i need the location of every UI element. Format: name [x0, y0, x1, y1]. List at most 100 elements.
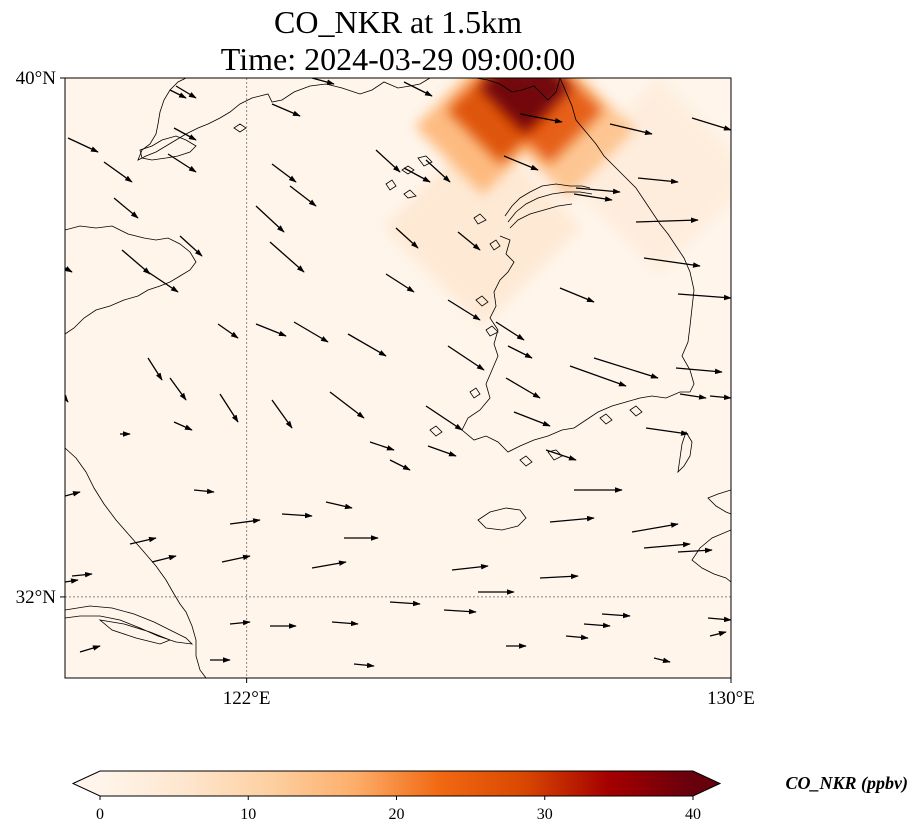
wind-vector — [271, 399, 293, 429]
wind-vector — [221, 554, 251, 563]
wind-vector — [457, 231, 481, 251]
wind-vector — [331, 620, 359, 627]
wind-vector — [425, 159, 451, 183]
wind-vector — [709, 631, 727, 637]
wind-vector — [519, 113, 563, 124]
wind-vector — [255, 323, 287, 337]
colorbar: 0 10 20 30 40 CO_NKR (ppbv) — [71, 770, 909, 823]
concentration-field — [383, 78, 731, 327]
wind-vector — [675, 367, 723, 375]
wind-vector — [169, 377, 187, 401]
wind-vector — [451, 564, 489, 571]
wind-vector — [173, 421, 193, 431]
wind-vector — [549, 515, 595, 523]
wind-vector — [677, 293, 731, 301]
wind-vector — [403, 81, 433, 97]
wind-vector — [129, 536, 157, 545]
wind-vector — [147, 271, 179, 293]
title-line1: CO_NKR at 1.5km — [274, 4, 522, 40]
wind-vector — [691, 117, 731, 131]
wind-vector — [447, 299, 481, 321]
wind-vector — [565, 634, 589, 641]
wind-vector — [427, 445, 457, 457]
wind-vector — [229, 619, 251, 626]
wind-vector — [65, 491, 81, 497]
wind-vector — [447, 345, 485, 371]
colorbar-extend-max — [693, 771, 720, 796]
wind-vector — [67, 137, 99, 153]
wind-vector — [653, 657, 671, 663]
map-frame — [64, 77, 732, 679]
wind-vector — [217, 323, 239, 339]
wind-vector — [173, 127, 197, 141]
wind-vector — [329, 391, 365, 419]
wind-vector — [103, 161, 133, 183]
wind-vector — [79, 645, 101, 653]
wind-vector — [347, 333, 387, 357]
gridlines — [65, 78, 731, 678]
wind-vector — [293, 321, 329, 343]
wind-vector — [583, 622, 611, 629]
colorbar-tick-label: 40 — [685, 806, 701, 823]
wind-vector — [389, 459, 411, 471]
wind-vector — [677, 547, 713, 554]
wind-vector — [71, 571, 93, 578]
wind-vector — [175, 85, 197, 99]
wind-vector — [271, 163, 297, 183]
axis-ticks: 122°E 130°E 40°N 32°N — [16, 68, 755, 709]
kyushu-coast — [677, 431, 731, 583]
colorbar-tick-label: 30 — [537, 806, 553, 823]
wind-vector — [513, 411, 551, 427]
wind-vector — [121, 249, 151, 275]
concentration-cell — [479, 78, 571, 133]
title-line2: Time: 2024-03-29 09:00:00 — [221, 41, 575, 77]
wind-vector — [113, 197, 139, 219]
colorbar-extend-min — [73, 771, 100, 796]
wind-vector — [271, 103, 301, 117]
colorbar-tick-label: 20 — [389, 806, 405, 823]
wind-vector — [169, 89, 187, 99]
wind-vector — [325, 501, 353, 510]
wind-vector — [151, 555, 177, 563]
wind-vector — [269, 241, 305, 273]
jeju-island — [477, 507, 527, 531]
ytick-label: 40°N — [16, 68, 57, 89]
wind-vector — [559, 287, 595, 303]
wind-vector — [507, 345, 533, 359]
wind-vector — [147, 357, 163, 381]
wind-vector — [593, 357, 659, 379]
wind-vector — [289, 185, 317, 207]
wind-vector — [375, 149, 401, 173]
xtick-label: 122°E — [223, 688, 271, 709]
wind-vector — [575, 187, 621, 195]
wind-vector — [167, 153, 197, 173]
wind-vector — [369, 441, 395, 451]
wind-vector — [643, 257, 701, 268]
wind-vector — [385, 273, 415, 293]
wind-vector — [311, 78, 335, 85]
wind-vector — [539, 573, 579, 580]
wind-vector — [679, 393, 707, 400]
wind-vector — [503, 155, 539, 171]
wind-vector — [635, 217, 699, 223]
wind-vector — [281, 512, 313, 519]
colorbar-tick-label: 0 — [96, 806, 104, 823]
wind-vector — [219, 393, 239, 423]
wind-vector — [545, 449, 577, 461]
wind-vector — [353, 662, 375, 669]
wind-vector — [193, 488, 215, 495]
yangtze-estuary — [65, 605, 194, 645]
wind-vector — [573, 193, 613, 202]
colorbar-tick-label: 10 — [240, 806, 256, 823]
wind-vector — [395, 227, 419, 249]
ytick-label: 32°N — [16, 587, 57, 608]
wind-vector — [255, 205, 285, 233]
korea-coastline — [461, 78, 695, 453]
wind-vector — [709, 394, 731, 401]
wind-vector — [425, 405, 463, 431]
colorbar-label: CO_NKR (ppbv) — [786, 773, 909, 794]
xtick-label: 130°E — [707, 688, 755, 709]
wind-vector — [443, 608, 477, 615]
wind-vector — [229, 518, 261, 525]
